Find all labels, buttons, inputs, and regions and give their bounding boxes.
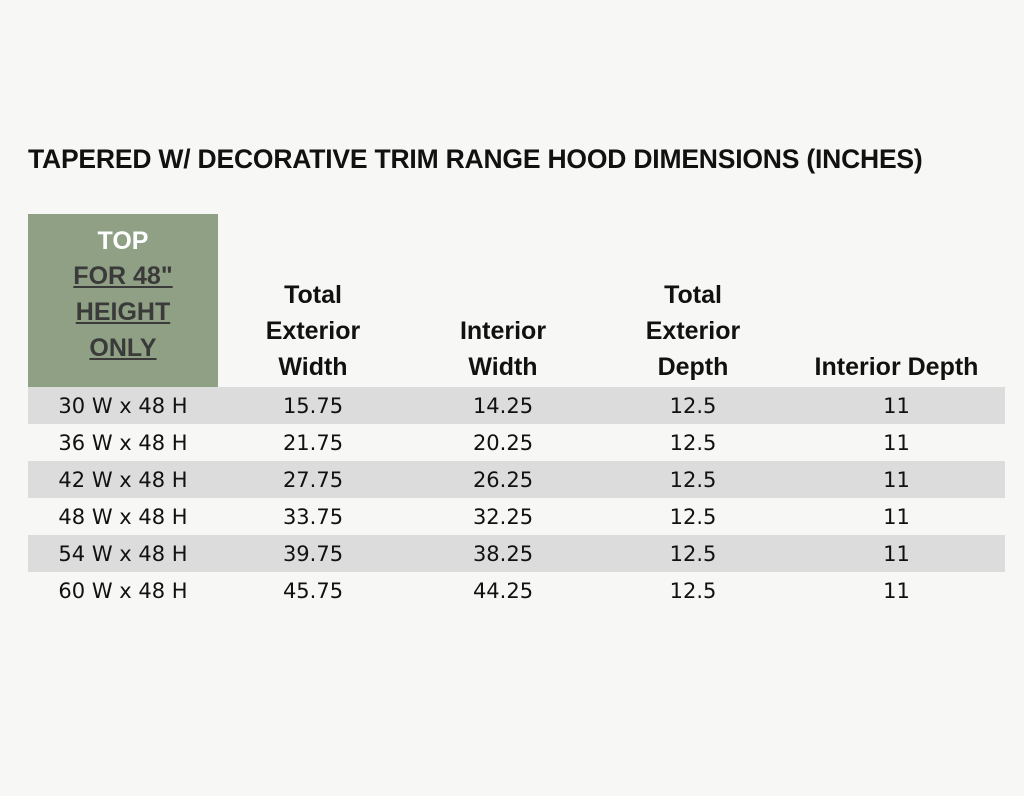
header-cell: Total Exterior Depth [598,214,788,387]
size-cell: 48 W x 48 H [58,504,188,529]
table-title: TAPERED W/ DECORATIVE TRIM RANGE HOOD DI… [28,144,923,174]
header-line: Total [284,281,342,309]
header-line: Exterior [645,317,741,345]
size-cell: 36 W x 48 H [58,430,188,455]
value-cell: 12.5 [669,430,717,455]
value-cell: 39.75 [218,535,408,572]
table-row: 42 W x 48 H 27.75 26.25 12.5 11 [28,461,1005,498]
header-line: Width [468,353,538,381]
header-cell: Total Exterior Width [218,214,408,387]
header-cell: Interior Width [408,214,598,387]
value-cell: 15.75 [218,387,408,424]
header-line: Total [664,281,722,309]
value-cell: 12.5 [598,461,788,498]
dimensions-table: TOP FOR 48" HEIGHT ONLY Total Exterior Width In… [28,214,1005,609]
size-cell: 42 W x 48 H [28,461,218,498]
value-cell: 11 [788,387,1005,424]
value-cell: 33.75 [282,504,344,529]
table-row: 36 W x 48 H 21.75 20.25 12.5 11 [28,424,1005,461]
value-cell: 12.5 [598,387,788,424]
value-cell: 11 [883,430,910,455]
value-cell: 38.25 [408,535,598,572]
header-line: Exterior [265,317,361,345]
value-cell: 26.25 [408,461,598,498]
header-line: ONLY [89,334,157,362]
value-cell: 27.75 [218,461,408,498]
table-row: 54 W x 48 H 39.75 38.25 12.5 11 [28,535,1005,572]
header-line: Interior [459,317,547,345]
header-top: TOP [97,227,149,255]
value-cell: 32.25 [472,504,534,529]
header-line: Width [278,353,348,381]
value-cell: 21.75 [282,430,344,455]
header-cell: TOP FOR 48" HEIGHT ONLY [28,214,218,387]
value-cell: 11 [788,535,1005,572]
value-cell: 44.25 [472,578,534,603]
table-row: 60 W x 48 H 45.75 44.25 12.5 11 [28,572,1005,609]
value-cell: 20.25 [472,430,534,455]
size-cell: 30 W x 48 H [28,387,218,424]
table-row: 48 W x 48 H 33.75 32.25 12.5 11 [28,498,1005,535]
header-line: HEIGHT [75,298,171,326]
value-cell: 14.25 [408,387,598,424]
value-cell: 12.5 [669,504,717,529]
value-cell: 12.5 [598,535,788,572]
value-cell: 45.75 [282,578,344,603]
size-cell: 60 W x 48 H [58,578,188,603]
table-row: 30 W x 48 H 15.75 14.25 12.5 11 [28,387,1005,424]
header-line: Interior Depth [814,353,979,381]
value-cell: 11 [883,578,910,603]
header-row: TOP FOR 48" HEIGHT ONLY Total Exterior Width In… [28,214,1005,387]
size-cell: 54 W x 48 H [28,535,218,572]
table-body: 30 W x 48 H 15.75 14.25 12.5 11 36 W x 48 H 21… [28,387,1005,609]
value-cell: 11 [788,461,1005,498]
header-line: Depth [657,353,729,381]
header-line: FOR 48" [73,262,173,290]
value-cell: 12.5 [669,578,717,603]
value-cell: 11 [883,504,910,529]
header-cell: Interior Depth [788,214,1005,387]
